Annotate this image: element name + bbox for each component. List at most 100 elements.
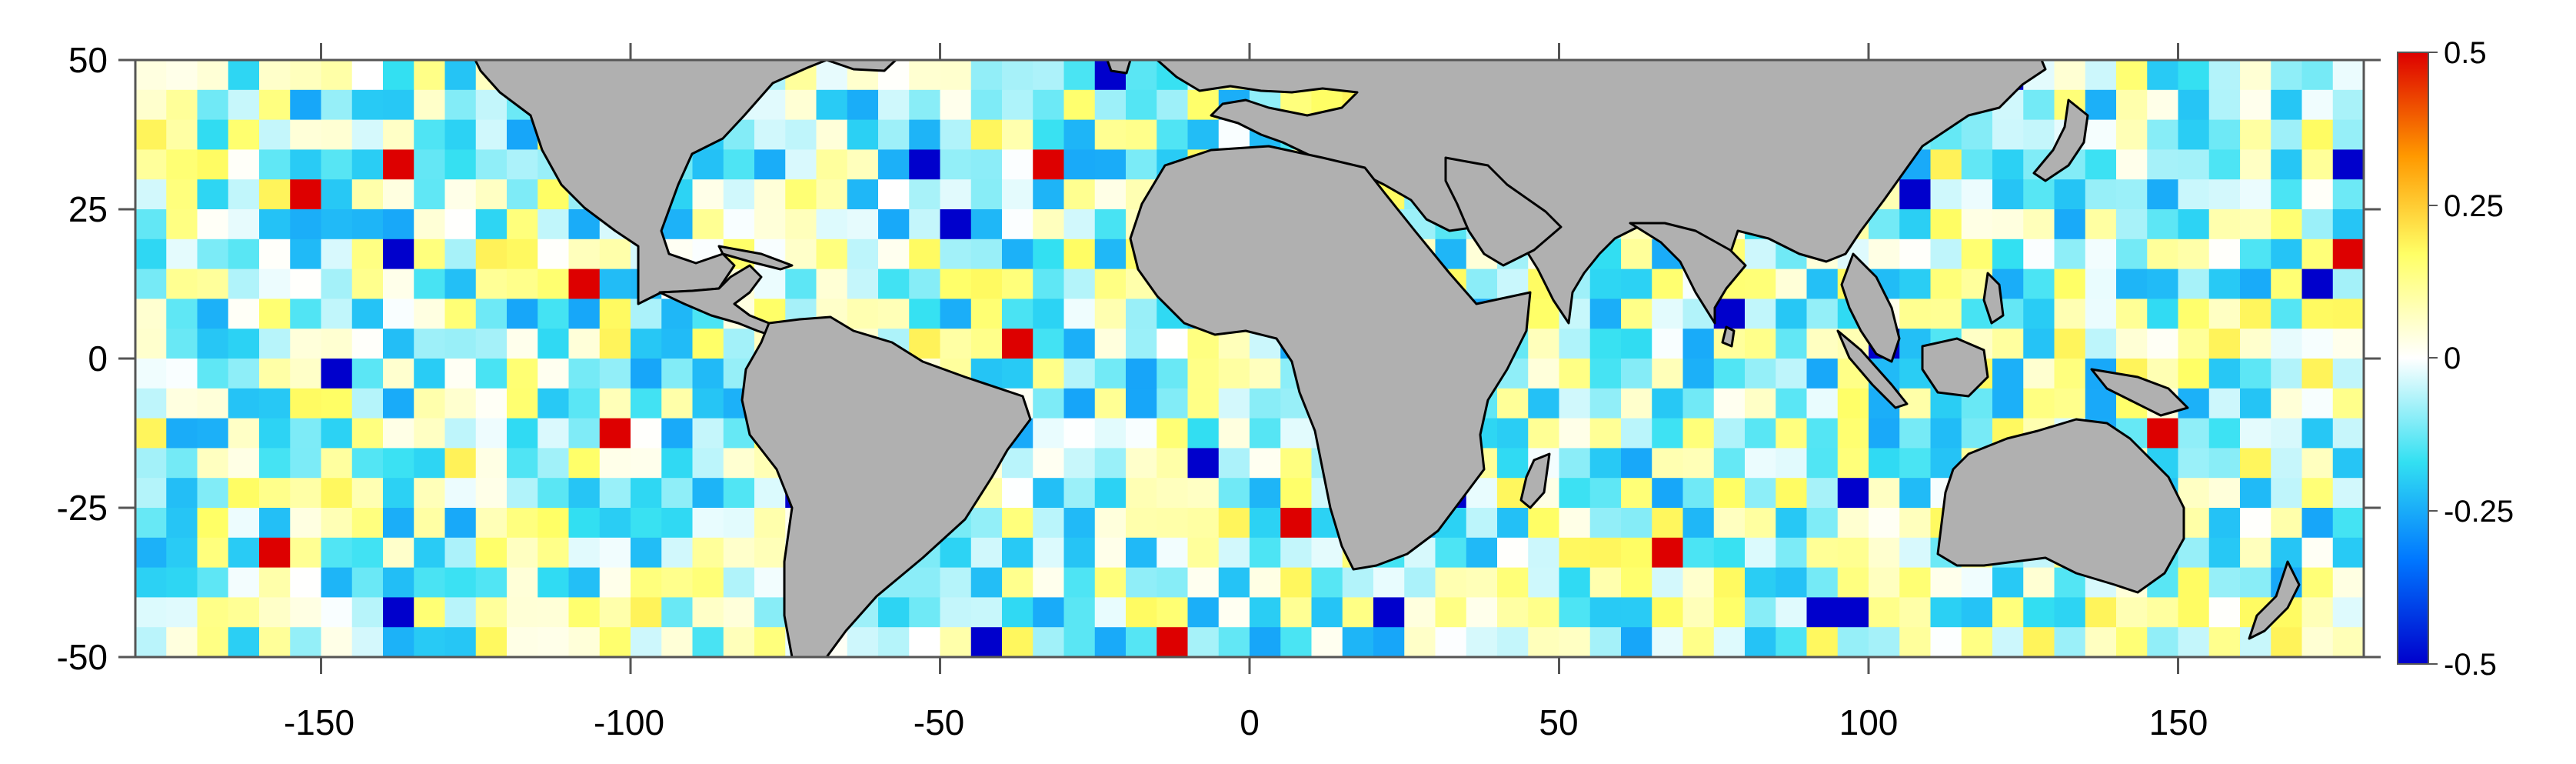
ocean-grid-cell bbox=[2271, 508, 2302, 539]
ocean-grid-cell bbox=[2023, 388, 2055, 419]
ocean-grid-cell bbox=[475, 478, 508, 509]
ocean-grid-cell bbox=[2054, 269, 2086, 299]
ocean-grid-cell bbox=[2023, 567, 2055, 598]
x-tick-label: 100 bbox=[1839, 702, 1899, 742]
ocean-grid-cell bbox=[197, 537, 229, 569]
ocean-grid-cell bbox=[2178, 179, 2210, 210]
ocean-grid-cell bbox=[754, 567, 786, 598]
ocean-grid-cell bbox=[723, 627, 755, 657]
ocean-grid-cell bbox=[1621, 269, 1652, 299]
ocean-grid-cell bbox=[1033, 209, 1064, 240]
ocean-grid-cell bbox=[2023, 597, 2055, 628]
ocean-grid-cell bbox=[2208, 149, 2241, 180]
ocean-grid-cell bbox=[2301, 119, 2334, 150]
ocean-grid-cell bbox=[1250, 627, 1281, 657]
ocean-grid-cell bbox=[444, 597, 477, 628]
ocean-grid-cell bbox=[1311, 567, 1343, 598]
ocean-grid-cell bbox=[909, 567, 940, 598]
ocean-grid-cell bbox=[2332, 627, 2364, 657]
ocean-grid-cell bbox=[1559, 418, 1591, 449]
ocean-grid-cell bbox=[1002, 119, 1033, 150]
ocean-grid-cell bbox=[414, 508, 445, 539]
ocean-grid-cell bbox=[1002, 478, 1033, 509]
ocean-grid-cell bbox=[475, 537, 508, 569]
colorbar-label: 0 bbox=[2444, 342, 2461, 375]
ocean-grid-cell bbox=[1218, 567, 1250, 598]
ocean-grid-cell bbox=[2116, 149, 2148, 180]
ocean-grid-cell bbox=[135, 269, 167, 299]
ocean-grid-cell bbox=[599, 269, 631, 299]
ocean-grid-cell bbox=[1992, 119, 2024, 150]
ocean-grid-cell bbox=[228, 60, 260, 91]
ocean-grid-cell bbox=[970, 179, 1003, 210]
ocean-grid-cell bbox=[1899, 179, 1931, 210]
y-axis-labels: 50 25 0 -25 -50 bbox=[57, 40, 108, 677]
ocean-grid-cell bbox=[723, 329, 755, 359]
ocean-grid-cell bbox=[1899, 418, 1931, 449]
ocean-grid-cell bbox=[1559, 478, 1591, 509]
ocean-grid-cell bbox=[2116, 239, 2148, 270]
ocean-grid-cell bbox=[1094, 209, 1127, 240]
ocean-grid-cell bbox=[568, 478, 601, 509]
ocean-grid-cell bbox=[537, 329, 569, 359]
ocean-grid-cell bbox=[507, 567, 538, 598]
ocean-grid-cell bbox=[2208, 508, 2241, 539]
ocean-grid-cell bbox=[2208, 89, 2241, 121]
ocean-grid-cell bbox=[1280, 448, 1312, 479]
ocean-grid-cell bbox=[1094, 359, 1127, 389]
ocean-grid-cell bbox=[1899, 239, 1931, 270]
ocean-grid-cell bbox=[970, 60, 1003, 91]
land-north-america bbox=[474, 60, 828, 305]
ocean-grid-cell bbox=[414, 179, 445, 210]
ocean-grid-cell bbox=[599, 418, 631, 449]
ocean-grid-cell bbox=[1869, 239, 1900, 270]
ocean-grid-cell bbox=[568, 537, 601, 569]
ocean-grid-cell bbox=[723, 537, 755, 569]
ocean-grid-cell bbox=[1033, 60, 1064, 91]
ocean-grid-cell bbox=[909, 149, 940, 180]
ocean-grid-cell bbox=[259, 149, 291, 180]
ocean-grid-cell bbox=[878, 119, 910, 150]
ocean-grid-cell bbox=[1528, 329, 1559, 359]
ocean-grid-cell bbox=[568, 418, 601, 449]
ocean-grid-cell bbox=[2271, 119, 2302, 150]
ocean-grid-cell bbox=[1992, 179, 2024, 210]
ocean-grid-cell bbox=[1621, 388, 1652, 419]
ocean-grid-cell bbox=[1528, 359, 1559, 389]
ocean-grid-cell bbox=[1869, 597, 1900, 628]
ocean-grid-cell bbox=[383, 299, 414, 329]
ocean-grid-cell bbox=[1930, 149, 1962, 180]
ocean-grid-cell bbox=[1126, 537, 1157, 569]
ocean-grid-cell bbox=[1094, 448, 1127, 479]
ocean-grid-cell bbox=[537, 418, 569, 449]
ocean-grid-cell bbox=[351, 89, 384, 121]
ocean-grid-cell bbox=[599, 597, 631, 628]
ocean-grid-cell bbox=[197, 149, 229, 180]
ocean-grid-cell bbox=[970, 209, 1003, 240]
ocean-grid-cell bbox=[444, 209, 477, 240]
ocean-grid-cell bbox=[2085, 89, 2117, 121]
ocean-grid-cell bbox=[1033, 597, 1064, 628]
x-tick-label: 50 bbox=[1539, 702, 1578, 742]
ocean-grid-cell bbox=[1126, 359, 1157, 389]
ocean-grid-cell bbox=[1930, 269, 1962, 299]
ocean-grid-cell bbox=[2332, 567, 2364, 598]
ocean-grid-cell bbox=[2301, 239, 2334, 270]
ocean-grid-cell bbox=[1063, 89, 1096, 121]
ocean-grid-cell bbox=[2332, 359, 2364, 389]
ocean-grid-cell bbox=[383, 478, 414, 509]
ocean-grid-cell bbox=[568, 329, 601, 359]
ocean-grid-cell bbox=[1559, 567, 1591, 598]
ocean-grid-cell bbox=[1806, 478, 1839, 509]
ocean-grid-cell bbox=[290, 299, 321, 329]
colorbar-gradient bbox=[2397, 52, 2429, 665]
ocean-grid-cell bbox=[2208, 299, 2241, 329]
ocean-grid-cell bbox=[383, 329, 414, 359]
ocean-grid-cell bbox=[2332, 179, 2364, 210]
ocean-grid-cell bbox=[1187, 627, 1220, 657]
ocean-grid-cell bbox=[166, 149, 198, 180]
ocean-grid-cell bbox=[1869, 537, 1900, 569]
ocean-grid-cell bbox=[2085, 388, 2117, 419]
land-africa bbox=[1129, 145, 1532, 571]
ocean-grid-cell bbox=[1745, 329, 1776, 359]
